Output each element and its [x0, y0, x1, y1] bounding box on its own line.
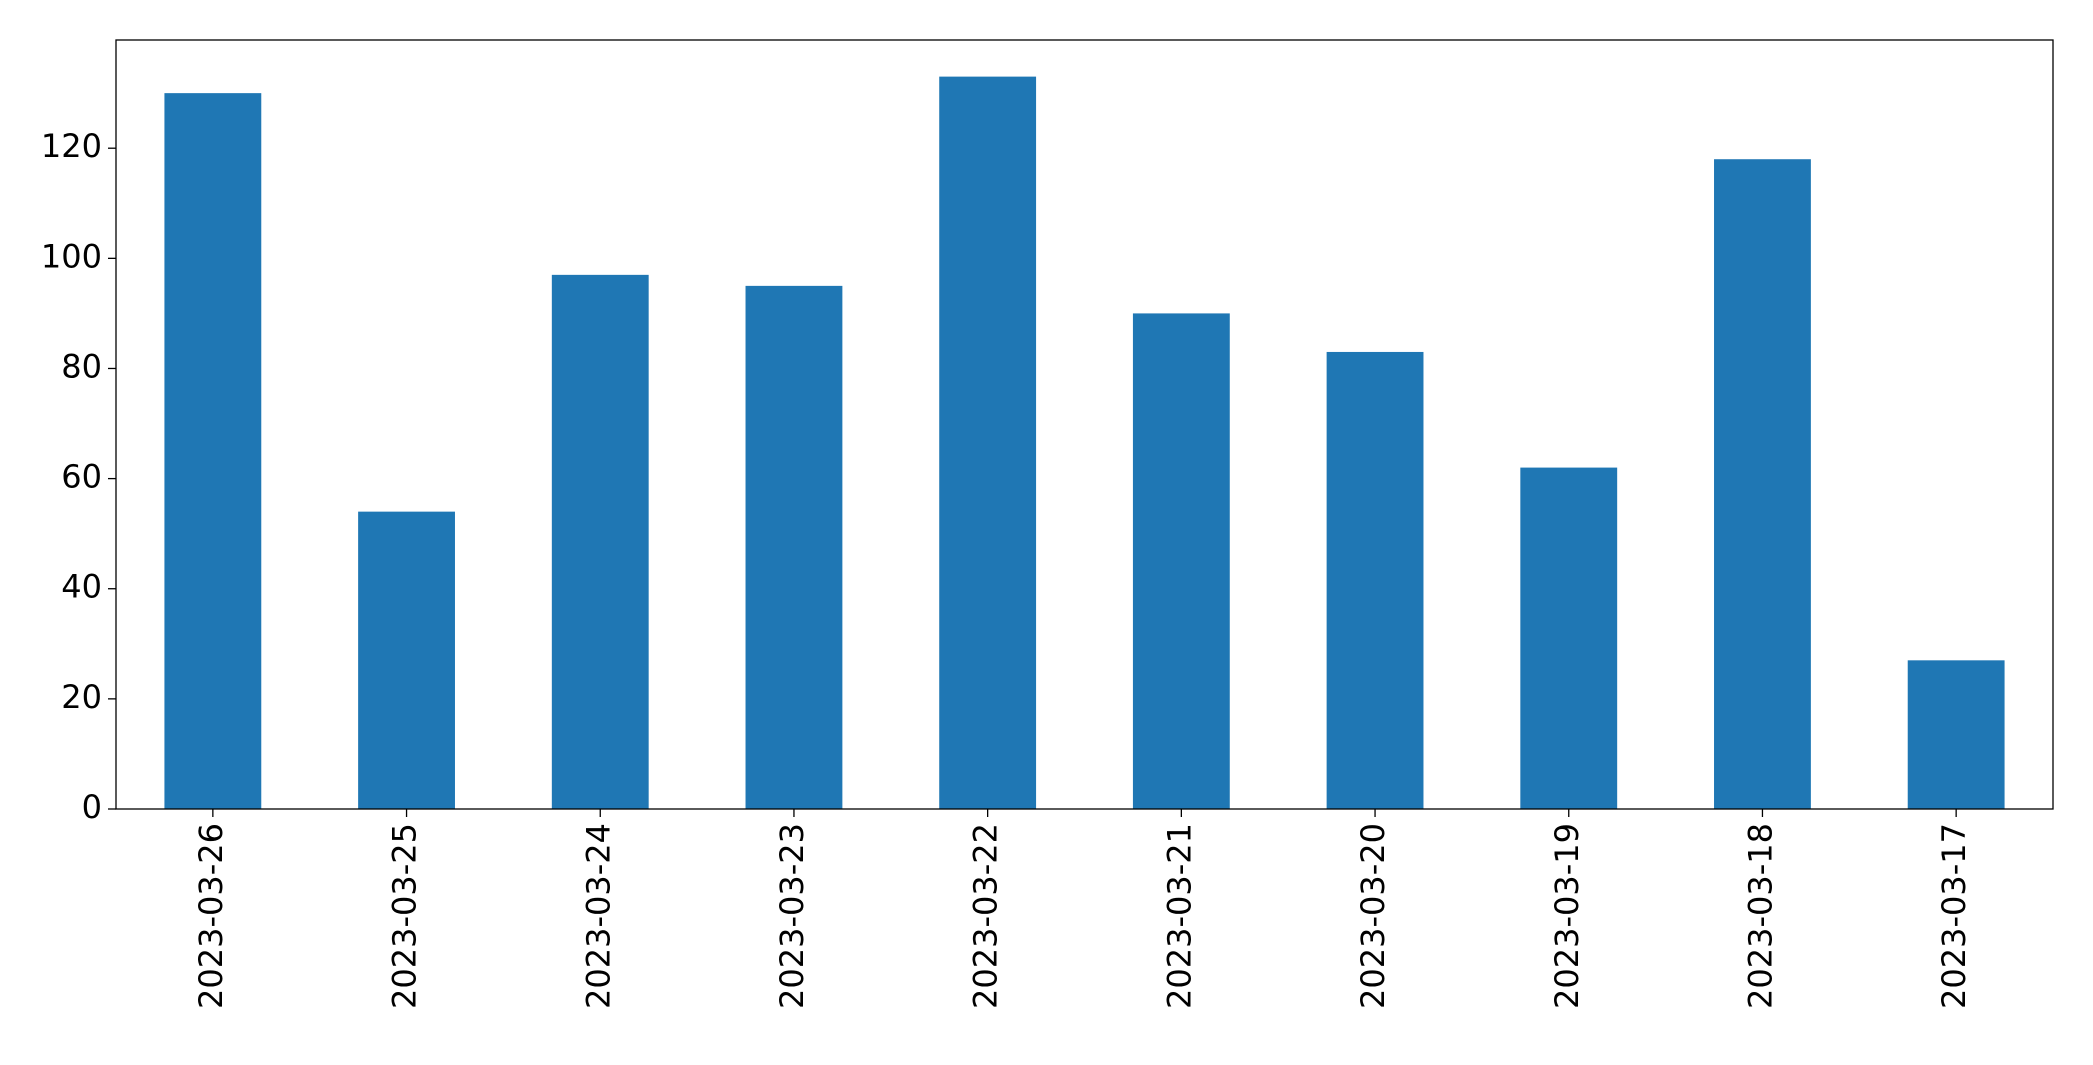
bar — [164, 93, 262, 809]
x-tick-label: 2023-03-17 — [1935, 823, 1973, 1009]
x-tick-label: 2023-03-26 — [192, 823, 230, 1009]
bar — [1714, 159, 1811, 810]
y-tick-label: 120 — [41, 127, 102, 165]
x-tick-label: 2023-03-22 — [967, 823, 1005, 1009]
x-tick-label: 2023-03-20 — [1354, 823, 1392, 1009]
x-tick-label: 2023-03-25 — [386, 823, 424, 1009]
bar — [358, 511, 455, 809]
plot-frame — [115, 39, 2054, 810]
bar — [551, 274, 649, 809]
x-tick-label: 2023-03-21 — [1160, 823, 1198, 1009]
y-tick-label: 20 — [61, 678, 102, 716]
y-tick-label: 60 — [61, 458, 102, 496]
x-tick-label: 2023-03-23 — [773, 823, 811, 1009]
y-tick-label: 0 — [82, 788, 102, 826]
bar — [1326, 351, 1424, 809]
x-tick-label: 2023-03-19 — [1548, 823, 1586, 1009]
bar — [1907, 660, 2005, 809]
x-tick-label: 2023-03-18 — [1741, 823, 1779, 1009]
bar — [1520, 467, 1618, 809]
bar — [939, 76, 1037, 810]
bar — [745, 285, 843, 810]
y-tick-label: 80 — [61, 347, 102, 385]
y-tick-label: 100 — [41, 237, 102, 275]
y-tick-label: 40 — [61, 568, 102, 606]
bar — [1132, 313, 1230, 809]
x-tick-label: 2023-03-24 — [579, 823, 617, 1009]
